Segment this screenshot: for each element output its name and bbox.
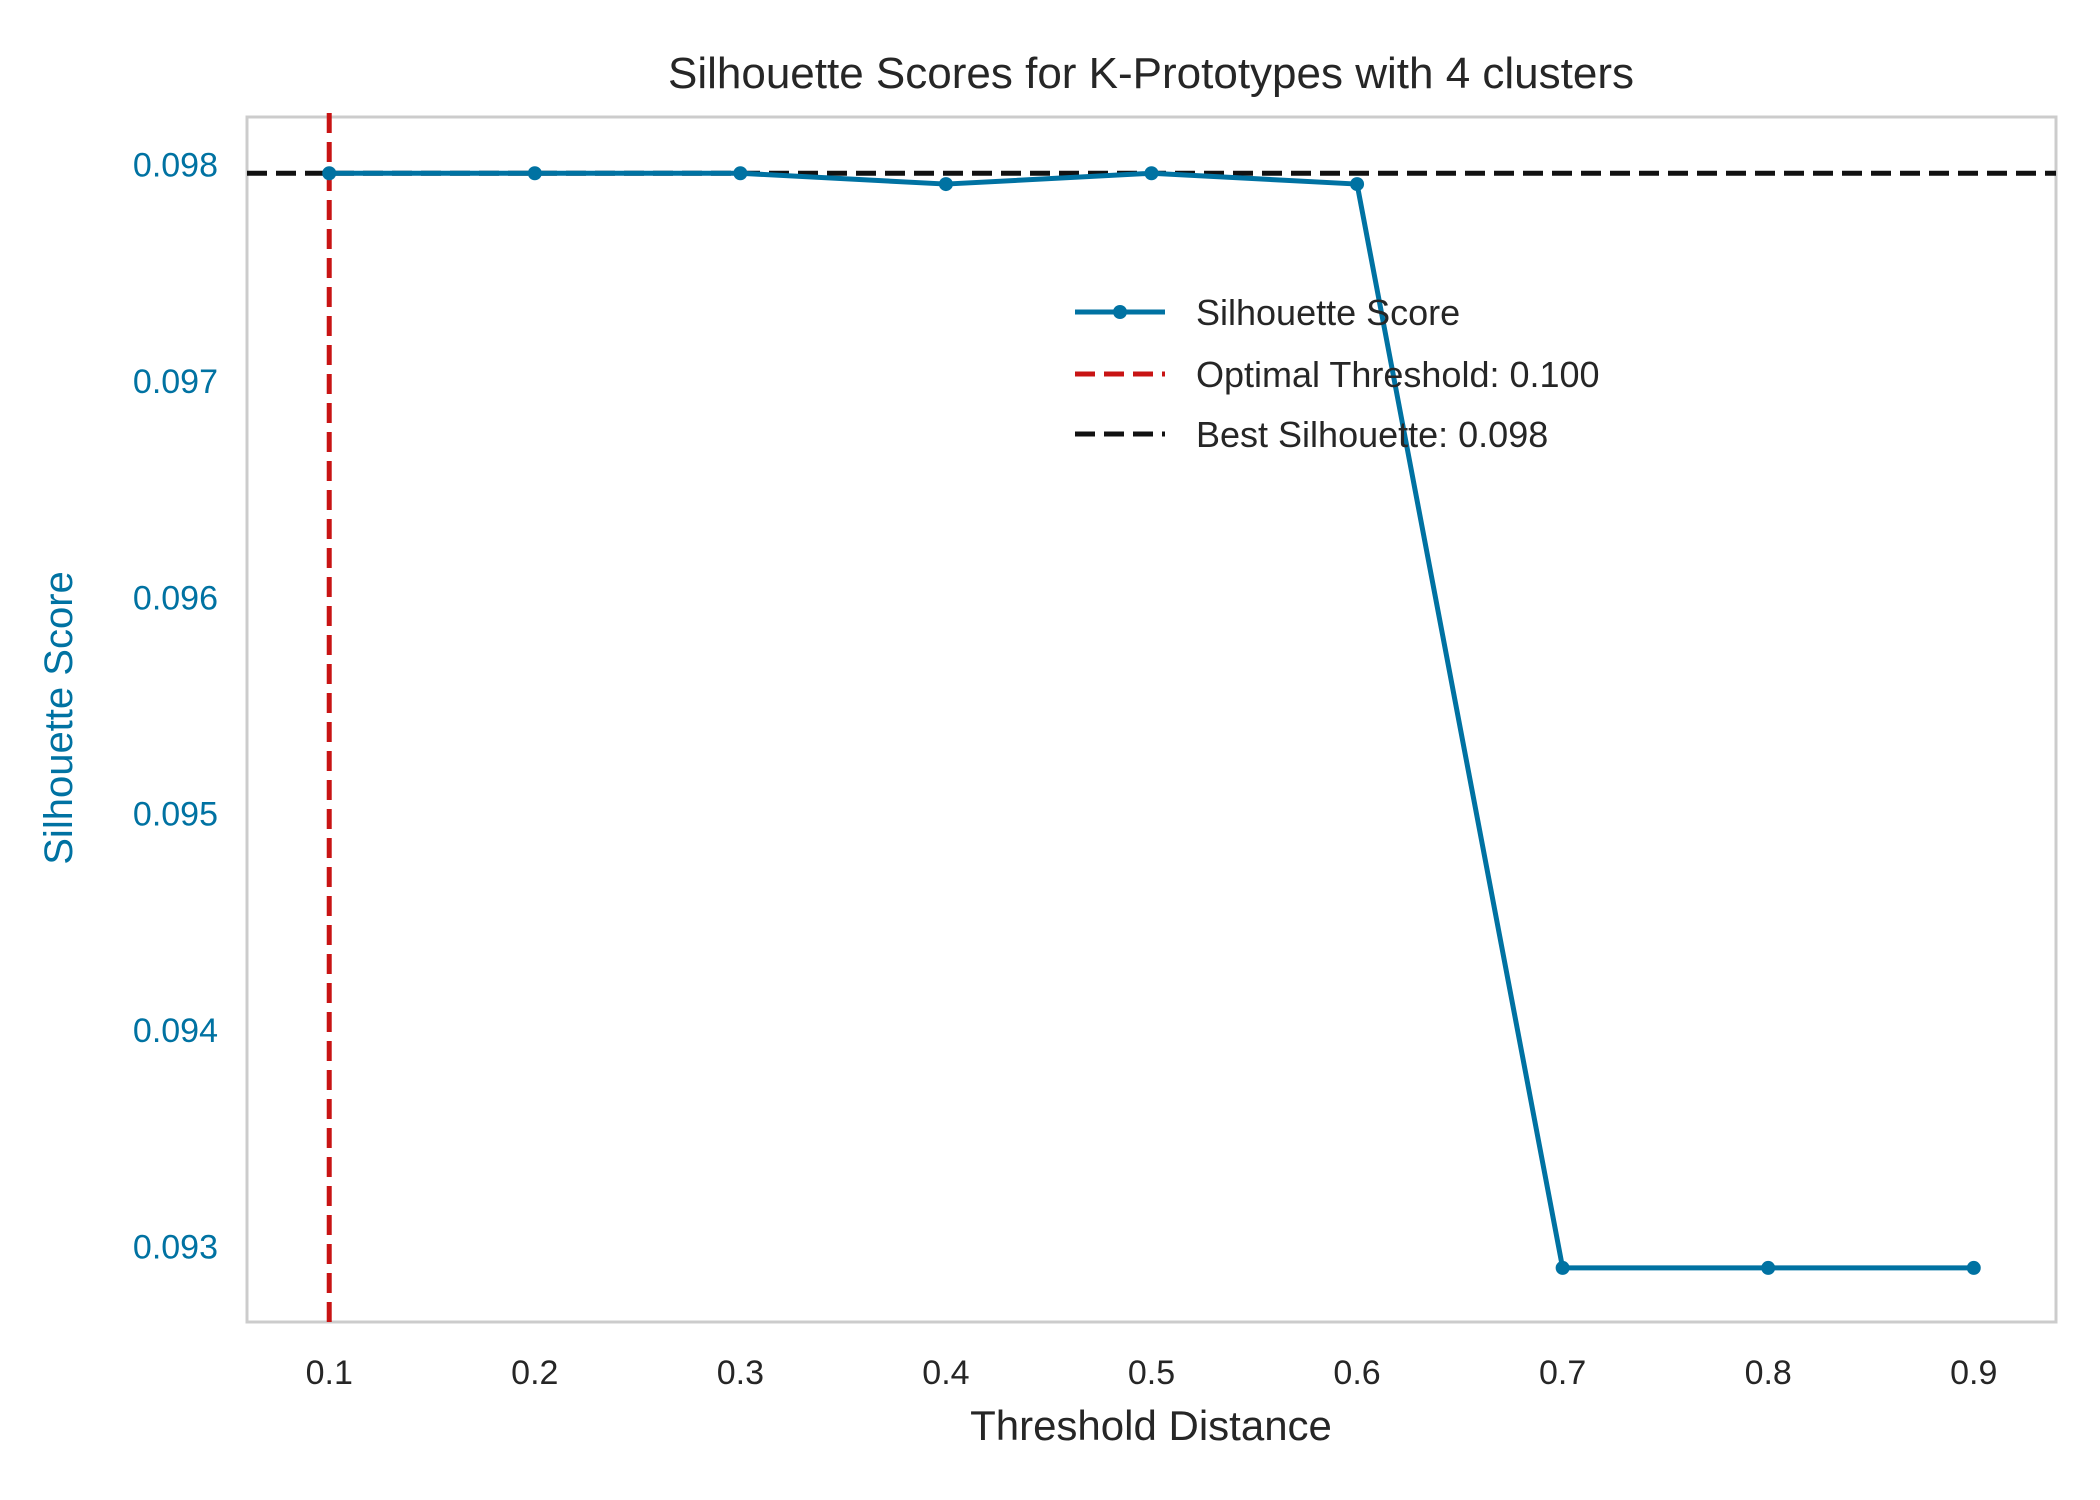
y-tick-label: 0.093 (133, 1228, 218, 1266)
x-tick-label: 0.9 (1950, 1354, 1997, 1392)
data-point-marker (1350, 177, 1365, 192)
data-point-marker (1966, 1260, 1981, 1275)
data-point-marker (322, 166, 337, 181)
data-point-marker (1144, 166, 1159, 181)
data-point-marker (527, 166, 542, 181)
y-axis-label: Silhouette Score (37, 571, 81, 865)
x-tick-label: 0.7 (1539, 1354, 1586, 1392)
y-tick-label: 0.095 (133, 796, 218, 834)
x-tick-label: 0.6 (1333, 1354, 1380, 1392)
x-tick-label: 0.1 (306, 1354, 353, 1392)
x-tick-label: 0.4 (922, 1354, 969, 1392)
plot-area: 0.1 0.2 0.3 0.4 0.5 0.6 0.7 0.8 0.9 0.093 0.094 0.0… (133, 113, 2058, 1392)
y-tick-label: 0.096 (133, 579, 218, 617)
data-point-marker (1555, 1260, 1570, 1275)
y-tick-label: 0.098 (133, 147, 218, 185)
legend-label-silhouette: Silhouette Score (1196, 292, 1460, 333)
axes-frame (245, 115, 2058, 1324)
y-tick-label: 0.097 (133, 363, 218, 401)
x-tick-label: 0.8 (1745, 1354, 1792, 1392)
data-point-marker (938, 177, 953, 192)
x-tick-label: 0.3 (717, 1354, 764, 1392)
data-point-marker (1761, 1260, 1776, 1275)
x-tick-label: 0.2 (511, 1354, 558, 1392)
x-tick-label: 0.5 (1128, 1354, 1175, 1392)
legend: Silhouette Score Optimal Threshold: 0.100… (1075, 292, 1600, 455)
legend-marker-silhouette (1113, 305, 1127, 319)
legend-label-optimal-threshold: Optimal Threshold: 0.100 (1196, 354, 1600, 395)
chart-title: Silhouette Scores for K-Prototypes with … (668, 49, 1634, 98)
x-axis-label: Threshold Distance (970, 1402, 1332, 1449)
y-tick-label: 0.094 (133, 1012, 218, 1050)
data-point-marker (733, 166, 748, 181)
legend-label-best-silhouette: Best Silhouette: 0.098 (1196, 414, 1548, 455)
